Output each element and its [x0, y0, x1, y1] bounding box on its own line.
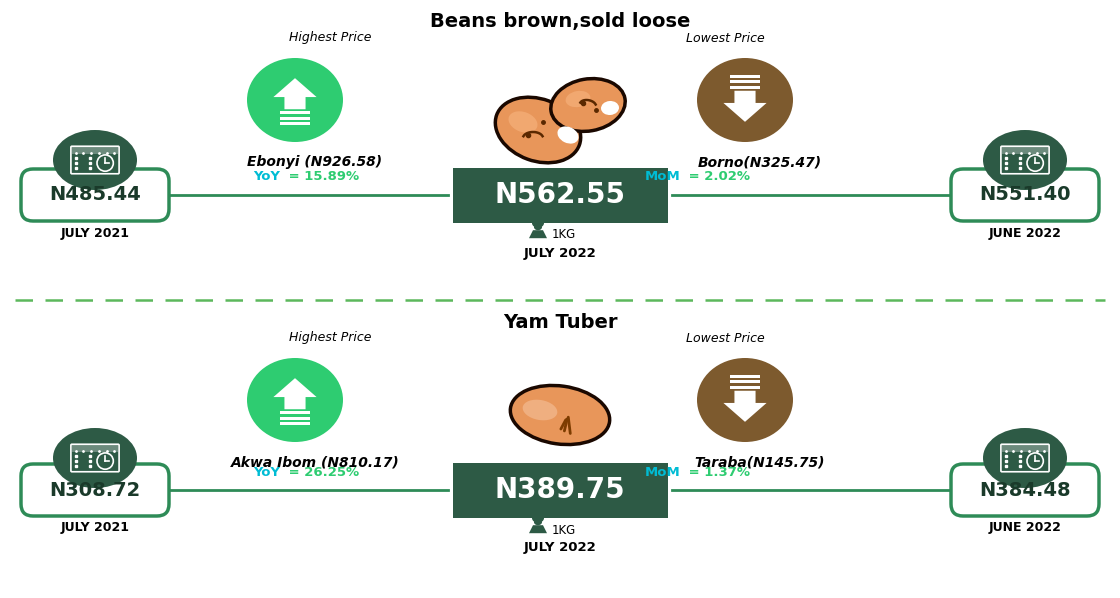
Text: Taraba(N145.75): Taraba(N145.75)	[694, 455, 825, 469]
Text: Highest Price: Highest Price	[289, 331, 371, 344]
Text: = 1.37%: = 1.37%	[684, 465, 750, 478]
Text: Borno(N325.47): Borno(N325.47)	[698, 155, 822, 169]
Ellipse shape	[534, 519, 542, 525]
FancyBboxPatch shape	[452, 462, 668, 517]
Text: Lowest Price: Lowest Price	[685, 331, 764, 344]
Text: Highest Price: Highest Price	[289, 32, 371, 44]
Text: YoY: YoY	[253, 465, 280, 478]
Ellipse shape	[97, 453, 113, 469]
FancyBboxPatch shape	[729, 75, 760, 78]
Ellipse shape	[248, 358, 343, 442]
FancyBboxPatch shape	[1002, 147, 1048, 154]
FancyBboxPatch shape	[280, 117, 310, 120]
Ellipse shape	[566, 91, 590, 107]
Polygon shape	[273, 78, 317, 109]
Ellipse shape	[534, 224, 542, 230]
FancyBboxPatch shape	[951, 169, 1099, 221]
Ellipse shape	[97, 155, 113, 171]
Text: JULY 2021: JULY 2021	[60, 227, 130, 240]
Text: N551.40: N551.40	[979, 185, 1071, 205]
Polygon shape	[724, 91, 766, 122]
Ellipse shape	[983, 130, 1067, 190]
FancyBboxPatch shape	[729, 375, 760, 378]
FancyBboxPatch shape	[21, 464, 169, 516]
FancyBboxPatch shape	[280, 417, 310, 420]
Text: 1KG: 1KG	[552, 228, 577, 242]
Ellipse shape	[983, 428, 1067, 488]
Polygon shape	[724, 390, 766, 422]
FancyBboxPatch shape	[452, 167, 668, 222]
Text: Beans brown,sold loose: Beans brown,sold loose	[430, 13, 690, 32]
Text: Akwa Ibom (N810.17): Akwa Ibom (N810.17)	[231, 455, 400, 469]
FancyBboxPatch shape	[729, 380, 760, 383]
FancyBboxPatch shape	[729, 81, 760, 83]
Text: N562.55: N562.55	[495, 181, 625, 209]
FancyBboxPatch shape	[280, 122, 310, 125]
Ellipse shape	[511, 386, 609, 444]
FancyBboxPatch shape	[72, 446, 118, 451]
Ellipse shape	[53, 428, 137, 488]
Text: = 2.02%: = 2.02%	[684, 170, 750, 184]
Ellipse shape	[508, 111, 538, 133]
Ellipse shape	[495, 97, 580, 163]
Ellipse shape	[532, 219, 544, 228]
Polygon shape	[529, 525, 547, 533]
Text: N384.48: N384.48	[979, 481, 1071, 499]
Polygon shape	[273, 378, 317, 409]
Text: JULY 2021: JULY 2021	[60, 521, 130, 535]
Ellipse shape	[1027, 155, 1044, 171]
FancyBboxPatch shape	[21, 169, 169, 221]
FancyBboxPatch shape	[729, 86, 760, 89]
Ellipse shape	[523, 399, 558, 420]
FancyBboxPatch shape	[1002, 446, 1048, 451]
Text: = 26.25%: = 26.25%	[284, 465, 360, 478]
Text: Ebonyi (N926.58): Ebonyi (N926.58)	[248, 155, 383, 169]
Ellipse shape	[697, 358, 793, 442]
FancyBboxPatch shape	[951, 464, 1099, 516]
Text: 1KG: 1KG	[552, 523, 577, 536]
Text: JUNE 2022: JUNE 2022	[989, 521, 1062, 535]
FancyBboxPatch shape	[280, 422, 310, 425]
Ellipse shape	[248, 58, 343, 142]
Polygon shape	[529, 230, 547, 238]
Ellipse shape	[53, 130, 137, 190]
Text: = 15.89%: = 15.89%	[284, 170, 360, 184]
FancyBboxPatch shape	[280, 411, 310, 414]
Text: JUNE 2022: JUNE 2022	[989, 227, 1062, 240]
Text: Yam Tuber: Yam Tuber	[503, 313, 617, 331]
FancyBboxPatch shape	[729, 386, 760, 389]
Text: N485.44: N485.44	[49, 185, 141, 205]
Text: JULY 2022: JULY 2022	[524, 542, 596, 554]
Ellipse shape	[558, 126, 579, 144]
Text: JULY 2022: JULY 2022	[524, 246, 596, 260]
Ellipse shape	[532, 514, 544, 523]
FancyBboxPatch shape	[280, 111, 310, 114]
Text: MoM: MoM	[644, 465, 680, 478]
Text: N389.75: N389.75	[495, 476, 625, 504]
Text: YoY: YoY	[253, 170, 280, 184]
Text: MoM: MoM	[644, 170, 680, 184]
FancyBboxPatch shape	[72, 147, 118, 154]
Ellipse shape	[551, 78, 625, 132]
Ellipse shape	[697, 58, 793, 142]
Text: N308.72: N308.72	[49, 481, 141, 499]
Text: Lowest Price: Lowest Price	[685, 32, 764, 44]
Ellipse shape	[601, 101, 619, 115]
Ellipse shape	[1027, 453, 1044, 469]
